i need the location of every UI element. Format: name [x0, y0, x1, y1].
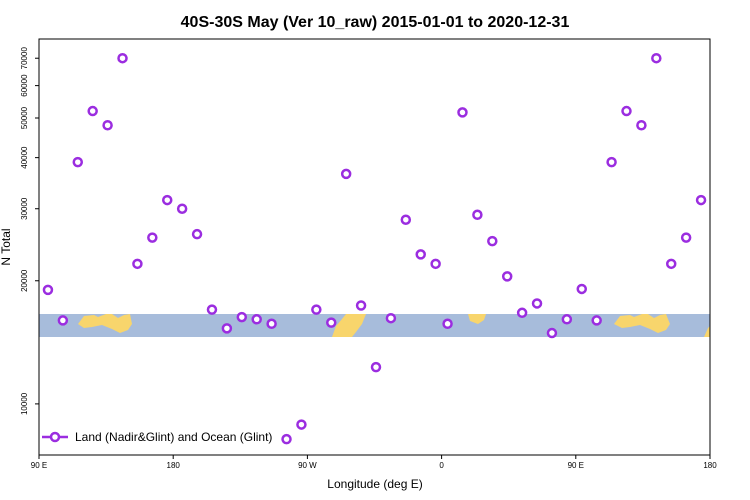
data-point	[457, 107, 468, 118]
data-point	[57, 315, 69, 326]
y-axis: 10000 20000 30000 40000 50000 60000 70000	[20, 47, 39, 415]
data-points	[42, 52, 707, 445]
land-australia-right	[614, 314, 670, 333]
data-point	[531, 298, 543, 309]
land-south-america	[332, 314, 366, 337]
data-point	[281, 433, 292, 445]
data-point	[591, 315, 602, 326]
data-point	[516, 307, 528, 319]
data-point	[415, 249, 426, 260]
data-point	[132, 258, 143, 270]
data-point	[117, 52, 128, 64]
land-africa	[468, 314, 486, 324]
data-point	[487, 235, 498, 247]
data-point	[385, 312, 397, 324]
data-point	[606, 156, 617, 168]
y-tick-label: 70000	[20, 47, 29, 70]
data-point	[621, 105, 632, 117]
y-tick-label: 10000	[20, 392, 29, 415]
ocean-band	[39, 314, 710, 337]
x-tick-label: 180	[167, 461, 181, 470]
y-axis-label: N Total	[0, 228, 13, 265]
data-point	[236, 311, 248, 323]
x-axis-label: Longitude (deg E)	[327, 477, 422, 491]
data-point	[176, 203, 188, 214]
data-point	[266, 318, 277, 330]
legend-marker	[49, 431, 61, 443]
data-point	[206, 304, 218, 315]
data-point	[102, 119, 113, 131]
data-point	[501, 271, 513, 282]
data-point	[576, 283, 588, 295]
data-point	[147, 232, 158, 243]
data-point	[561, 314, 573, 325]
data-point	[680, 232, 692, 243]
land-south-america-right	[704, 326, 710, 337]
y-tick-label: 20000	[20, 269, 29, 292]
legend: Land (Nadir&Glint) and Ocean (Glint)	[42, 430, 272, 444]
plot-frame	[38, 38, 711, 456]
x-axis: 90 E 180 90 W 0 90 E 180	[31, 455, 717, 470]
data-point	[665, 258, 677, 270]
x-tick-label: 90 E	[568, 461, 584, 470]
data-point	[87, 105, 98, 117]
data-point	[42, 284, 54, 296]
data-point	[651, 52, 662, 64]
data-point	[340, 168, 352, 180]
data-point	[161, 194, 173, 206]
data-point	[355, 300, 367, 311]
y-tick-label: 50000	[20, 106, 29, 129]
x-tick-label: 90 W	[298, 461, 317, 470]
data-point	[636, 119, 647, 131]
x-tick-label: 0	[439, 461, 444, 470]
data-point	[72, 156, 84, 168]
y-tick-label: 40000	[20, 146, 29, 169]
chart-title: 40S-30S May (Ver 10_raw) 2015-01-01 to 2…	[181, 14, 570, 31]
x-tick-label: 180	[703, 461, 717, 470]
data-point	[370, 361, 382, 373]
data-point	[296, 419, 307, 430]
y-tick-label: 30000	[20, 197, 29, 220]
data-point	[251, 314, 262, 325]
data-point	[472, 209, 483, 221]
legend-label: Land (Nadir&Glint) and Ocean (Glint)	[75, 430, 272, 444]
y-tick-label: 60000	[20, 74, 29, 97]
data-point	[311, 304, 322, 315]
data-point	[221, 323, 233, 334]
map-band	[39, 314, 710, 337]
land-australia-left	[78, 314, 132, 333]
data-point	[326, 317, 337, 328]
data-point	[695, 194, 707, 206]
data-point	[400, 214, 412, 225]
x-tick-label: 90 E	[31, 461, 47, 470]
data-point	[442, 318, 453, 330]
data-point	[191, 228, 203, 240]
data-point	[430, 258, 441, 270]
data-point	[546, 327, 558, 339]
